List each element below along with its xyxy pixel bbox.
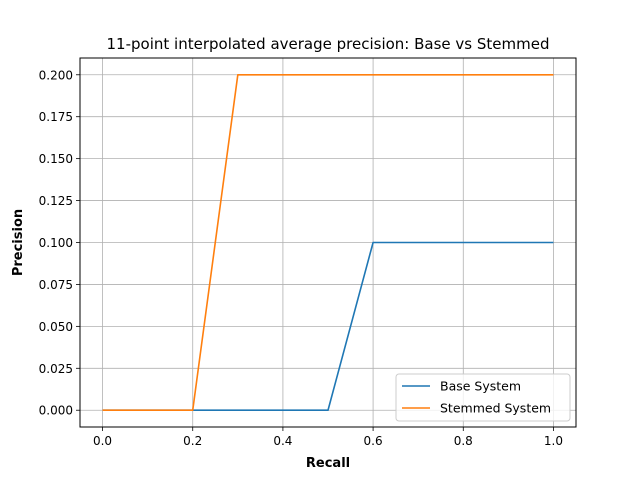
x-axis-ticks: 0.0 0.2 0.4 0.6 0.8 1.0 [93,427,563,448]
x-tick-label: 0.8 [454,434,473,448]
y-axis-label: Precision [11,209,26,276]
y-tick-label: 0.050 [39,320,73,334]
y-tick-label: 0.175 [39,110,73,124]
legend: Base System Stemmed System [395,373,571,422]
x-axis-label: Recall [306,456,350,471]
x-tick-label: 0.0 [93,434,112,448]
legend-box [395,373,571,422]
legend-label-stemmed-system: Stemmed System [440,401,551,416]
x-tick-label: 0.6 [364,434,383,448]
x-tick-label: 1.0 [544,434,563,448]
y-tick-label: 0.025 [39,362,73,376]
y-tick-label: 0.100 [39,236,73,250]
series-lines [102,73,554,412]
y-tick-label: 0.000 [39,404,73,418]
series-line-stemmed-system [102,73,554,412]
x-tick-label: 0.4 [273,434,292,448]
y-tick-label: 0.150 [39,152,73,166]
legend-label-base-system: Base System [440,379,521,394]
y-tick-label: 0.075 [39,278,73,292]
x-tick-label: 0.2 [183,434,202,448]
y-tick-label: 0.125 [39,194,73,208]
y-axis-ticks: 0.000 0.025 0.050 0.075 0.100 0.125 0.150 0.175… [39,68,80,418]
chart-title: 11-point interpolated average precision:… [107,35,550,53]
y-tick-label: 0.200 [39,68,73,82]
